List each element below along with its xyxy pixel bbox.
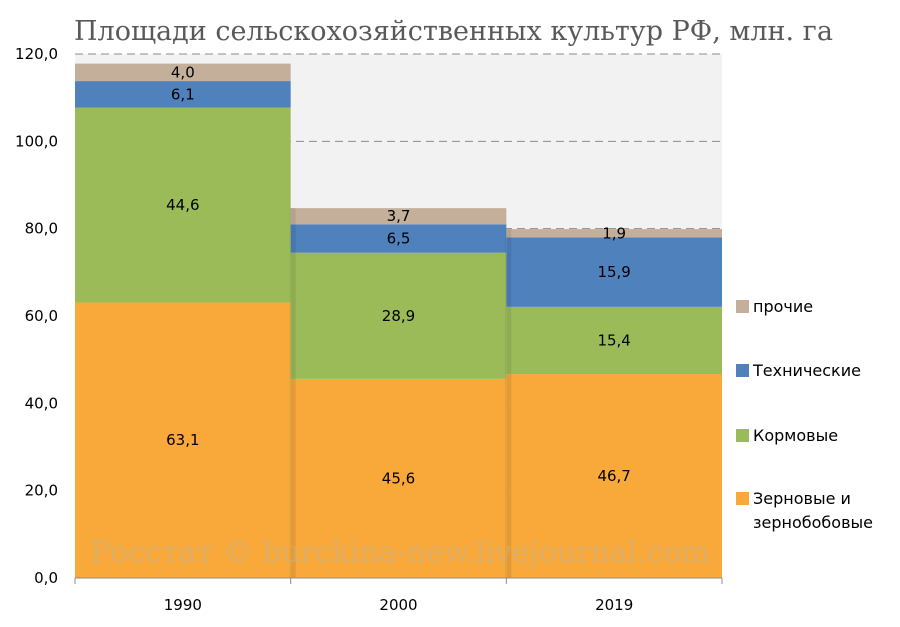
legend-label: зернобобовые (753, 513, 873, 532)
legend-swatch (736, 364, 749, 377)
data-label: 3,7 (387, 207, 411, 225)
legend-label: Технические (752, 361, 861, 380)
bar-shadow (505, 229, 512, 578)
y-tick-label: 20,0 (25, 482, 58, 500)
bar-segment (75, 107, 291, 303)
chart-title: Площади сельскохозяйственных культур РФ,… (74, 16, 833, 47)
bar-segment (506, 306, 722, 375)
data-label: 6,1 (171, 85, 195, 103)
legend-swatch (736, 429, 749, 442)
y-tick-label: 80,0 (25, 220, 58, 238)
data-label: 4,0 (171, 63, 195, 81)
bar-segment (506, 374, 722, 578)
y-axis-ticks: 0,0 20,0 40,0 60,0 80,0 100,0 120,0 (15, 45, 58, 587)
bar-segment (290, 252, 507, 379)
legend: прочие Технические Кормовые Зерновые и зерно… (736, 297, 873, 532)
x-axis-ticks: 1990 2000 2019 (74, 578, 723, 614)
bar-segment (506, 229, 722, 238)
bar-segment (75, 302, 291, 578)
data-label: 46,7 (597, 467, 630, 485)
bar-segment (290, 224, 507, 253)
legend-label: Зерновые и (753, 489, 851, 508)
legend-swatch (736, 300, 749, 313)
legend-label: прочие (753, 297, 813, 316)
data-label: 44,6 (166, 196, 199, 214)
x-tick-label: 1990 (164, 596, 202, 614)
bar-segment (75, 81, 291, 108)
y-tick-label: 100,0 (15, 132, 58, 150)
legend-label: Кормовые (753, 426, 838, 445)
x-tick-label: 2000 (379, 596, 417, 614)
bar-stacks (75, 63, 722, 579)
watermark: Росстат © burckina-new.livejournal.com (90, 535, 710, 570)
y-tick-label: 60,0 (25, 307, 58, 325)
y-tick-label: 120,0 (15, 45, 58, 63)
data-label: 15,4 (597, 331, 630, 349)
data-label: 63,1 (166, 431, 199, 449)
bar-segment (506, 237, 722, 307)
bar-shadow (289, 208, 296, 579)
bar-segment (75, 63, 291, 82)
y-tick-label: 40,0 (25, 394, 58, 412)
bar-segment (290, 208, 507, 225)
y-tick-label: 0,0 (34, 569, 58, 587)
legend-swatch (736, 492, 749, 505)
data-label: 28,9 (382, 307, 415, 325)
x-tick-label: 2019 (595, 596, 633, 614)
data-label: 1,9 (602, 224, 626, 242)
bar-segment (290, 378, 507, 578)
data-label: 45,6 (382, 469, 415, 487)
data-label: 15,9 (597, 263, 630, 281)
data-label: 6,5 (387, 229, 411, 247)
data-labels: 63,1 44,6 6,1 4,0 45,6 28,9 6,5 3,7 46,7 15,4 15,9… (166, 63, 631, 487)
